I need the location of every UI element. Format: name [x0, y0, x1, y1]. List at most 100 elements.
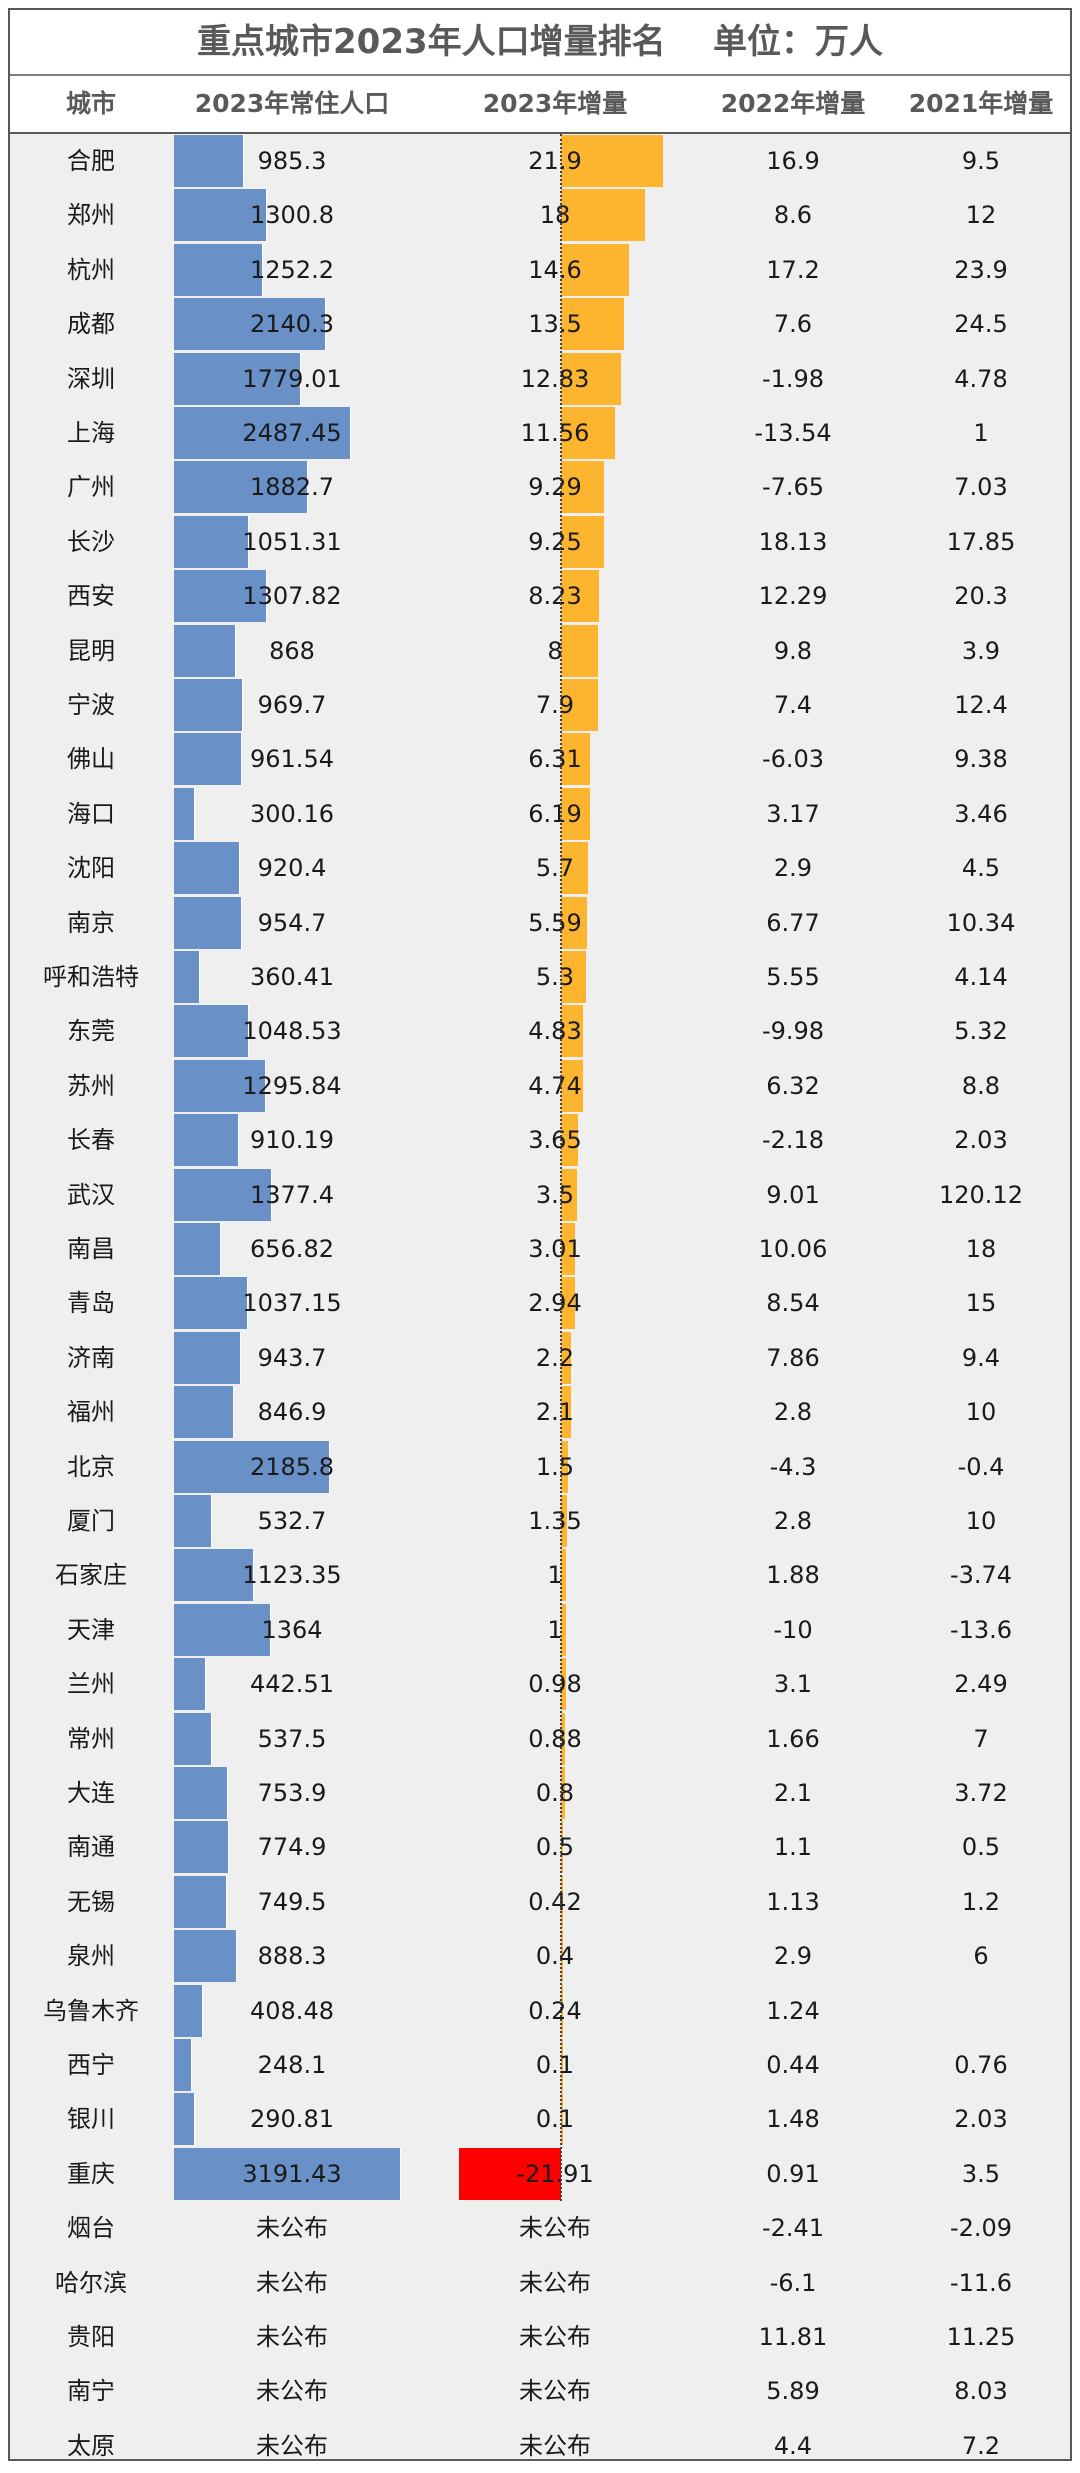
increase-2023-bar — [561, 1168, 578, 1221]
increase-2023-bar — [561, 1658, 566, 1711]
cell-population: 868 — [269, 636, 315, 665]
increase-2023-bar — [561, 1386, 571, 1439]
cell-increase-2023: 2.2 — [535, 1343, 575, 1372]
increase-2023-bar — [561, 1440, 568, 1493]
cell-increase-2022: -10 — [773, 1615, 813, 1644]
cell-increase-2023: 0.8 — [535, 1779, 575, 1807]
cell-population: 2185.8 — [250, 1452, 334, 1481]
cell-city: 贵阳 — [67, 2323, 115, 2351]
increase-2023-bar — [561, 1223, 575, 1275]
table-row: 呼和浩特 360.41 5.3 5.55 4.14 — [10, 950, 1070, 1004]
cell-city: 佛山 — [67, 745, 115, 774]
cell-population: 1307.82 — [242, 582, 342, 611]
cell-increase-2022: -9.98 — [761, 1017, 825, 1046]
cell-increase-2022: 17.2 — [766, 255, 820, 284]
cell-increase-2022: 6.32 — [766, 1071, 820, 1100]
cell-increase-2021: 7.03 — [954, 473, 1008, 502]
cell-increase-2023: 14.6 — [528, 255, 582, 284]
cell-city: 石家庄 — [55, 1561, 127, 1590]
cell-city: 南昌 — [67, 1235, 115, 1263]
population-bar — [174, 2039, 192, 2091]
cell-population: 532.7 — [257, 1507, 327, 1535]
population-bar — [174, 1549, 254, 1602]
cell-city: 烟台 — [67, 2214, 115, 2243]
cell-increase-2022: -6.03 — [761, 745, 825, 774]
increase-2023-bar — [561, 189, 645, 242]
population-bar — [174, 1277, 248, 1330]
cell-population: 910.19 — [250, 1126, 334, 1155]
cell-increase-2022: 7.4 — [773, 691, 813, 719]
cell-increase-2023: 1.5 — [535, 1452, 575, 1481]
table-row: 长沙 1051.31 9.25 18.13 17.85 — [10, 515, 1070, 569]
cell-increase-2023: 12.83 — [520, 364, 590, 393]
cell-city: 银川 — [67, 2105, 115, 2134]
cell-population: 248.1 — [257, 2051, 327, 2079]
cell-increase-2021: 9.4 — [961, 1343, 1001, 1372]
population-bar — [174, 407, 352, 459]
cell-population: 888.3 — [257, 1942, 327, 1971]
increase-2023-bar — [561, 1930, 563, 1983]
cell-increase-2021: -11.6 — [949, 2268, 1013, 2297]
cell-population: 290.81 — [250, 2105, 334, 2134]
cell-population: 1295.84 — [242, 1071, 342, 1100]
cell-population: 954.7 — [257, 908, 327, 937]
increase-2023-bar — [561, 624, 599, 677]
cell-increase-2023: 9.29 — [528, 473, 582, 502]
cell-population: 2140.3 — [250, 310, 334, 339]
table-row: 合肥 985.3 21.9 16.9 9.5 — [10, 134, 1070, 188]
cell-increase-2023: 1 — [547, 1615, 563, 1644]
cell-increase-2021: -13.6 — [949, 1615, 1013, 1644]
population-bar — [174, 1059, 267, 1112]
table-row: 南昌 656.82 3.01 10.06 18 — [10, 1222, 1070, 1276]
increase-2023-bar — [561, 298, 624, 351]
cell-increase-2023: 0.98 — [528, 1670, 582, 1699]
cell-population: 1779.01 — [242, 364, 342, 393]
cell-increase-2023: 3.5 — [535, 1180, 575, 1209]
cell-increase-2023: 5.3 — [535, 963, 575, 991]
cell-increase-2022: 10.06 — [758, 1235, 828, 1263]
chart-frame: 重点城市2023年人口增量排名 单位：万人 城市 2023年常住人口 2023年… — [8, 8, 1072, 2461]
cell-increase-2022: 1.66 — [766, 1724, 820, 1753]
cell-population: 300.16 — [250, 799, 334, 828]
cell-population: 360.41 — [250, 963, 334, 991]
cell-population: 969.7 — [257, 691, 327, 719]
cell-increase-2023: 0.1 — [535, 2051, 575, 2079]
population-bar — [174, 1495, 212, 1547]
cell-increase-2021: 12 — [965, 201, 997, 230]
cell-increase-2022: -13.54 — [754, 419, 832, 447]
cell-population: 1377.4 — [250, 1180, 334, 1209]
cell-city: 北京 — [67, 1452, 115, 1481]
cell-city: 太原 — [67, 2431, 115, 2460]
population-bar — [174, 1331, 242, 1384]
cell-increase-2023: 未公布 — [519, 2214, 591, 2243]
population-bar — [174, 243, 264, 296]
cell-increase-2022: 8.54 — [766, 1289, 820, 1318]
cell-population: 未公布 — [256, 2377, 328, 2406]
cell-increase-2022: 0.91 — [766, 2159, 820, 2188]
cell-increase-2022: 12.29 — [758, 582, 828, 611]
cell-increase-2023: 8.23 — [528, 582, 582, 611]
increase-2023-bar — [561, 1984, 563, 2037]
increase-2023-bar — [561, 570, 600, 623]
cell-city: 成都 — [67, 310, 115, 339]
header-population: 2023年常住人口 — [194, 89, 390, 118]
cell-increase-2022: 9.8 — [773, 636, 813, 665]
increase-zero-axis — [560, 134, 562, 2202]
cell-increase-2021: -3.74 — [949, 1561, 1013, 1590]
cell-city: 西安 — [67, 582, 115, 611]
cell-increase-2022: -1.98 — [761, 364, 825, 393]
increase-2023-bar — [561, 515, 604, 568]
header-city: 城市 — [65, 89, 116, 118]
cell-population: 1882.7 — [250, 473, 334, 502]
population-bar — [174, 1114, 239, 1167]
cell-increase-2021: 2.03 — [954, 1126, 1008, 1155]
cell-population: 1051.31 — [242, 527, 342, 556]
cell-increase-2022: 2.8 — [773, 1398, 813, 1427]
cell-increase-2021: 9.38 — [954, 745, 1008, 774]
cell-city: 东莞 — [67, 1017, 115, 1046]
cell-population: 1300.8 — [250, 201, 334, 230]
cell-increase-2021: 20.3 — [954, 582, 1008, 611]
cell-population: 1048.53 — [242, 1017, 342, 1046]
cell-increase-2021: 4.5 — [961, 854, 1001, 883]
increase-2023-bar — [561, 1549, 566, 1602]
